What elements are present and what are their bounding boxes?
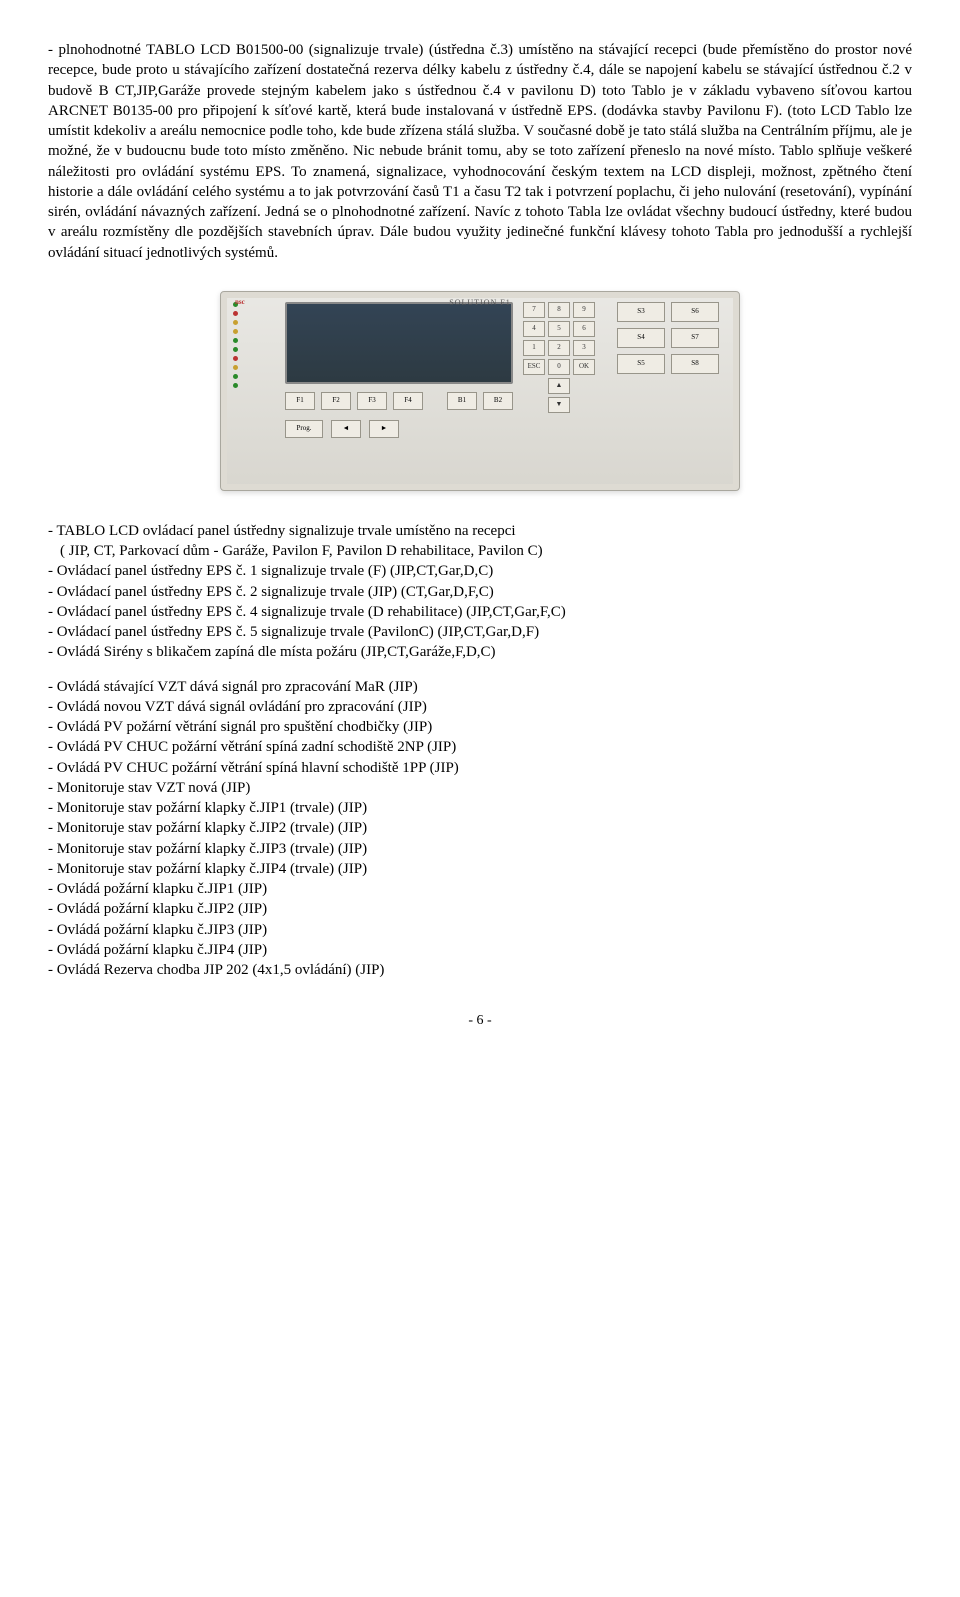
main-paragraph: - plnohodnotné TABLO LCD B01500-00 (sign… <box>48 40 912 263</box>
list-item: - Ovládací panel ústředny EPS č. 5 signa… <box>48 622 912 642</box>
list-item: - Ovládá PV CHUC požární větrání spíná h… <box>48 758 912 778</box>
device-fn-row: F1 F2 F3 F4 B1 B2 <box>285 392 513 410</box>
keypad-key: 7 <box>523 302 545 318</box>
arrow-left-icon: ◄ <box>331 420 361 438</box>
page-number: - 6 - <box>48 1012 912 1031</box>
list-item: - Ovládá Sirény s blikačem zapíná dle mí… <box>48 642 912 662</box>
keypad-key: 3 <box>573 340 595 356</box>
list-item: - Monitoruje stav požární klapky č.JIP1 … <box>48 798 912 818</box>
keypad-key: 2 <box>548 340 570 356</box>
list-item: - Ovládá požární klapku č.JIP3 (JIP) <box>48 920 912 940</box>
list-item: ( JIP, CT, Parkovací dům - Garáže, Pavil… <box>48 541 912 561</box>
soft-key: S7 <box>671 328 719 348</box>
device-led-column <box>233 302 275 388</box>
keypad-key: 6 <box>573 321 595 337</box>
soft-key: S4 <box>617 328 665 348</box>
soft-key: S8 <box>671 354 719 374</box>
device-panel: nsc SOLUTION F1 F1 F2 F3 <box>220 291 740 491</box>
feature-list-block1: - TABLO LCD ovládací panel ústředny sign… <box>48 521 912 663</box>
fn-key: F4 <box>393 392 423 410</box>
list-item: - Ovládá Rezerva chodba JIP 202 (4x1,5 o… <box>48 960 912 980</box>
b-key: B1 <box>447 392 477 410</box>
keypad-key: 5 <box>548 321 570 337</box>
device-image-container: nsc SOLUTION F1 F1 F2 F3 <box>48 291 912 491</box>
device-keypad: 7 8 9 4 5 6 1 2 3 ESC 0 OK ▲ ▼ <box>523 302 607 413</box>
list-item: - Ovládá PV požární větrání signál pro s… <box>48 717 912 737</box>
device-model-title: SOLUTION F1 <box>449 298 510 309</box>
list-item: - Ovládá požární klapku č.JIP2 (JIP) <box>48 899 912 919</box>
keypad-key: 1 <box>523 340 545 356</box>
keypad-key: 9 <box>573 302 595 318</box>
device-brand: nsc <box>235 298 245 307</box>
device-lcd-screen <box>285 302 513 384</box>
device-bottom-row: Prog. ◄ ► <box>285 420 513 438</box>
list-item: - Ovládá novou VZT dává signál ovládání … <box>48 697 912 717</box>
arrow-up-icon: ▲ <box>548 378 570 394</box>
list-item: - Ovládá PV CHUC požární větrání spíná z… <box>48 737 912 757</box>
keypad-key: 4 <box>523 321 545 337</box>
list-item: - Monitoruje stav požární klapky č.JIP3 … <box>48 839 912 859</box>
list-item: - Ovládací panel ústředny EPS č. 1 signa… <box>48 561 912 581</box>
fn-key: F2 <box>321 392 351 410</box>
list-item: - Ovládací panel ústředny EPS č. 2 signa… <box>48 582 912 602</box>
soft-key: S5 <box>617 354 665 374</box>
list-item: - Ovládá požární klapku č.JIP1 (JIP) <box>48 879 912 899</box>
arrow-down-icon: ▼ <box>548 397 570 413</box>
soft-key: S3 <box>617 302 665 322</box>
device-softkeys: S3 S6 S4 S7 S5 S8 <box>617 302 727 374</box>
soft-key: S6 <box>671 302 719 322</box>
keypad-key: OK <box>573 359 595 375</box>
b-key: B2 <box>483 392 513 410</box>
arrow-right-icon: ► <box>369 420 399 438</box>
list-item: - Ovládací panel ústředny EPS č. 4 signa… <box>48 602 912 622</box>
list-item: - Monitoruje stav požární klapky č.JIP4 … <box>48 859 912 879</box>
keypad-key: 0 <box>548 359 570 375</box>
fn-key: F3 <box>357 392 387 410</box>
fn-key: F1 <box>285 392 315 410</box>
list-item: - Monitoruje stav požární klapky č.JIP2 … <box>48 818 912 838</box>
list-item: - Monitoruje stav VZT nová (JIP) <box>48 778 912 798</box>
list-item: - Ovládá požární klapku č.JIP4 (JIP) <box>48 940 912 960</box>
keypad-key: 8 <box>548 302 570 318</box>
list-item: - TABLO LCD ovládací panel ústředny sign… <box>48 521 912 541</box>
prog-key: Prog. <box>285 420 323 438</box>
keypad-key: ESC <box>523 359 545 375</box>
feature-list-block2: - Ovládá stávající VZT dává signál pro z… <box>48 677 912 981</box>
list-item: - Ovládá stávající VZT dává signál pro z… <box>48 677 912 697</box>
